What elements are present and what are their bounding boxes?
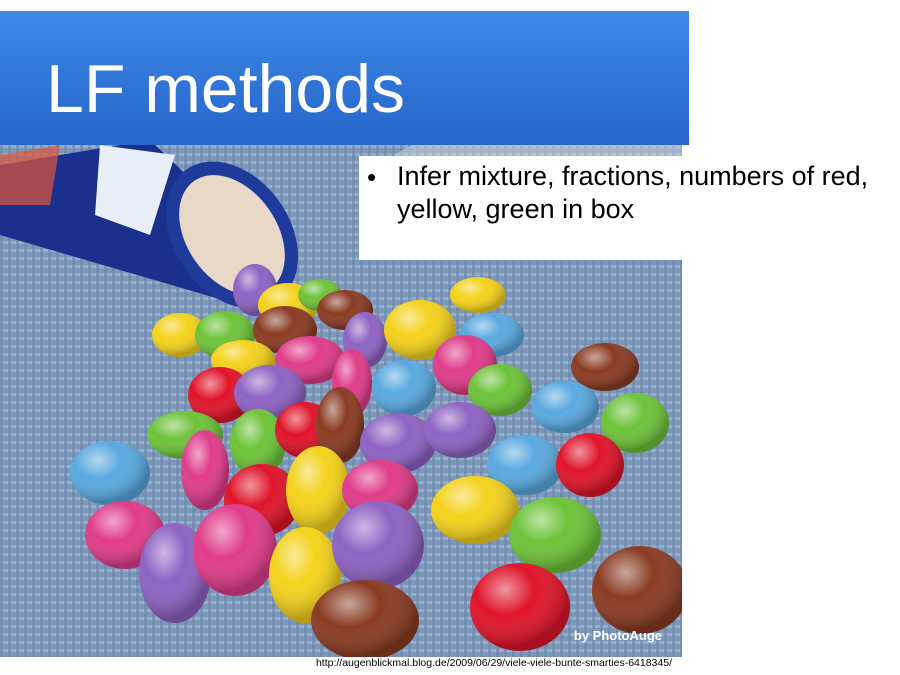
candies (70, 264, 682, 657)
bullet-item: Infer mixture, fractions, numbers of red… (397, 161, 869, 224)
photo-credit: by PhotoAuge (573, 628, 662, 643)
source-url: http://augenblickmal.blog.de/2009/06/29/… (315, 657, 672, 669)
bullet-marker: • (367, 162, 377, 192)
bullet-list: • Infer mixture, fractions, numbers of r… (359, 156, 900, 260)
slide-title: LF methods (46, 51, 406, 127)
title-bar: LF methods (0, 11, 689, 145)
